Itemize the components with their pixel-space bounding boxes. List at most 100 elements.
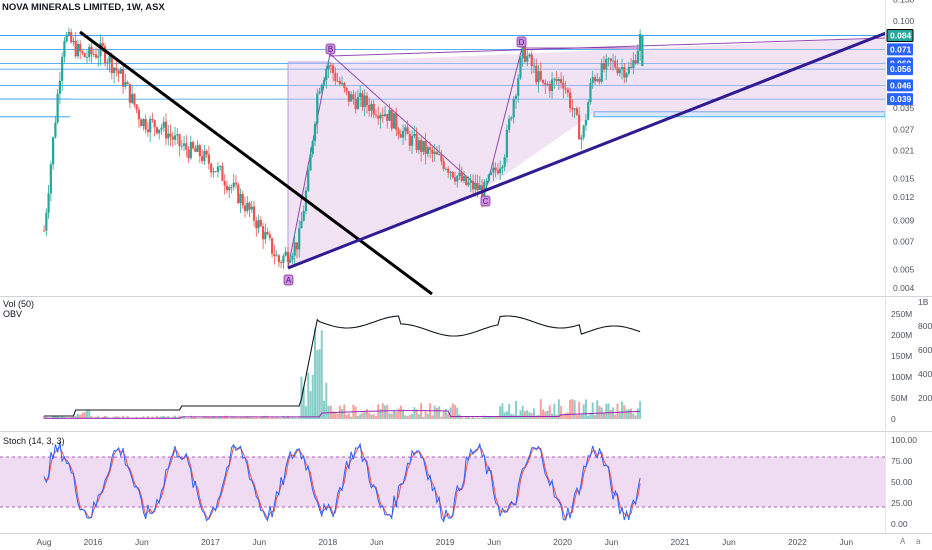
price-axis[interactable]: 0.130 0.100 0.035 0.027 0.021 0.015 0.012 0.009… — [886, 0, 915, 293]
candle-body — [368, 105, 371, 111]
candle-body — [56, 93, 59, 123]
time-tick-label: 2016 — [84, 537, 103, 547]
candle-body — [88, 46, 91, 58]
candle-body — [447, 168, 450, 173]
volume-bar — [74, 415, 77, 419]
candle-body — [345, 87, 348, 92]
stoch-tick-label: 75.00 — [891, 456, 913, 466]
volume-bar — [79, 414, 82, 419]
downtrend-line[interactable] — [79, 30, 433, 296]
volume-bar — [61, 416, 64, 419]
candle-body — [372, 104, 375, 115]
candle-body — [623, 67, 626, 78]
support-zone[interactable] — [593, 111, 885, 118]
candle-body — [164, 121, 168, 139]
volume-bar — [483, 415, 486, 419]
volume-bar — [90, 416, 93, 419]
candle-body — [149, 119, 152, 133]
time-tick-label: Jun — [370, 537, 384, 547]
stoch-axis[interactable]: 100.00 75.00 50.00 25.00 0.00 — [891, 435, 917, 529]
volume-bar — [440, 416, 443, 419]
obv-tick-label: 200M — [918, 393, 932, 403]
volume-bar — [234, 417, 237, 419]
auto-scale-toggle[interactable]: A — [900, 537, 906, 546]
pattern-fill — [288, 38, 885, 268]
candle-body — [291, 255, 294, 260]
volume-bar — [155, 415, 158, 419]
candle-body — [575, 108, 578, 115]
volume-bar — [447, 413, 450, 419]
volume-bar — [230, 416, 233, 419]
volume-bar — [271, 416, 274, 419]
candle-body — [325, 68, 328, 80]
candle-body — [519, 58, 522, 79]
candle-body — [492, 167, 495, 173]
candle-body — [106, 62, 109, 64]
volume-bar — [307, 373, 310, 419]
candle-body — [512, 98, 515, 118]
volume-bar — [593, 415, 596, 419]
candle-body — [338, 80, 341, 85]
price-tag — [887, 43, 913, 56]
candle-body — [271, 238, 274, 254]
volume-bar — [499, 406, 502, 419]
price-pane[interactable]: A B C D — [0, 27, 886, 296]
candle-body — [295, 242, 299, 250]
candle-body — [131, 93, 134, 103]
candle-body — [359, 93, 362, 97]
candle-body — [589, 83, 592, 103]
volume-bar — [345, 414, 348, 419]
volume-bar — [54, 415, 57, 419]
volume-bar — [616, 403, 619, 419]
candle-body — [395, 113, 398, 130]
price-tag-label: 0.056 — [890, 64, 912, 74]
volume-bar — [435, 407, 438, 419]
candle-body — [228, 186, 231, 191]
price-tag — [887, 93, 913, 106]
log-scale-toggle[interactable]: a — [916, 537, 921, 546]
volume-bar — [126, 415, 129, 419]
volume-ma-line — [44, 410, 641, 419]
candle-body — [273, 253, 276, 257]
stoch-pane[interactable] — [0, 442, 885, 523]
volume-bar — [354, 406, 357, 419]
volume-bar — [180, 416, 183, 419]
price-tag — [887, 29, 913, 42]
candle-body — [627, 66, 630, 74]
candle-body — [108, 56, 111, 63]
volume-bar — [508, 403, 511, 419]
candle-body — [442, 161, 445, 169]
candle-body — [79, 44, 82, 52]
volume-bar — [438, 406, 441, 419]
volume-bar — [433, 405, 436, 419]
volume-bar — [521, 405, 524, 419]
time-tick-label: Aug — [37, 537, 52, 547]
candle-body — [112, 67, 116, 73]
volume-bar — [221, 416, 224, 419]
time-axis[interactable]: Aug 2016 Jun 2017 Jun 2018 Jun 2019 Jun 2020 Jun 20… — [37, 537, 854, 547]
volume-pane[interactable] — [43, 315, 642, 419]
volume-bar — [187, 418, 190, 419]
candle-body — [268, 234, 271, 239]
candle-body — [564, 88, 567, 90]
volume-bar — [214, 416, 217, 419]
volume-axis[interactable]: 250M 200M 150M 100M 50M 0 1B 800M 600M 400M 200M — [891, 297, 932, 424]
label-b: B — [328, 45, 333, 54]
chart-title: NOVA MINERALS LIMITED, 1W, ASX — [2, 2, 165, 13]
candle-body — [569, 92, 572, 109]
volume-bar — [472, 416, 475, 419]
volume-bar — [402, 409, 405, 419]
uptrend-line[interactable] — [287, 31, 886, 270]
candle-body — [485, 181, 488, 182]
candle-body — [602, 62, 606, 70]
candle-body — [566, 89, 569, 93]
label-a-box — [283, 274, 294, 286]
stoch-tick-label: 25.00 — [891, 498, 913, 508]
volume-bar — [456, 407, 459, 419]
volume-bar — [573, 400, 576, 419]
candle-body — [126, 82, 129, 85]
volume-bar — [284, 417, 287, 419]
candle-body — [571, 108, 574, 110]
candle-body — [474, 182, 477, 190]
